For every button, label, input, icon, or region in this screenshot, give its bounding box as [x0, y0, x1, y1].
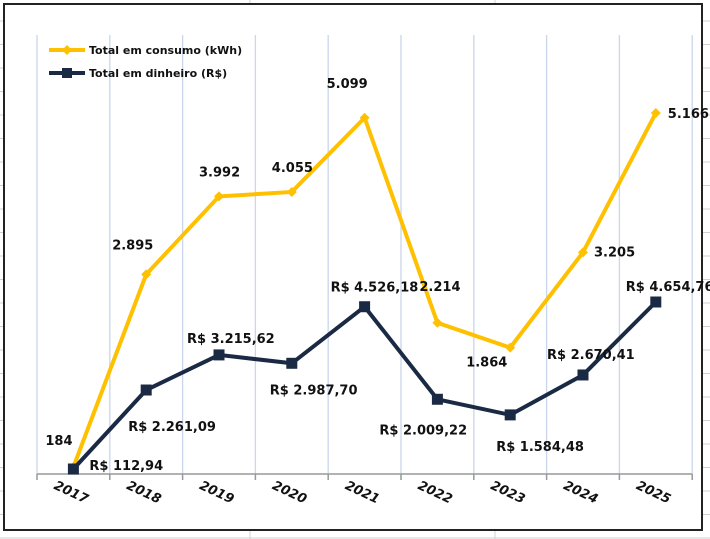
data-label-dinheiro: R$ 2.261,09 [128, 420, 216, 435]
legend-item-consumo[interactable]: Total em consumo (kWh) [49, 44, 242, 57]
x-tick-label: 2023 [488, 478, 527, 507]
data-label-consumo: 4.055 [272, 161, 313, 176]
data-label-dinheiro: R$ 4.526,18 [331, 281, 419, 296]
data-point-consumo[interactable] [650, 108, 661, 118]
data-point-dinheiro[interactable] [504, 409, 516, 421]
legend-label: Total em dinheiro (R$) [89, 67, 227, 80]
data-point-dinheiro[interactable] [213, 349, 225, 361]
data-point-consumo[interactable] [141, 269, 152, 280]
data-point-dinheiro[interactable] [650, 296, 662, 308]
data-point-dinheiro[interactable] [286, 357, 298, 369]
data-label-dinheiro: R$ 3.215,62 [187, 332, 275, 347]
chart-frame[interactable] [3, 3, 703, 531]
legend-square-marker [62, 68, 72, 78]
data-label-consumo: 184 [45, 434, 72, 449]
data-point-dinheiro[interactable] [359, 301, 371, 313]
data-point-consumo[interactable] [505, 342, 516, 353]
data-label-consumo: 5.166 [668, 107, 709, 122]
x-tick-label: 2018 [124, 478, 163, 507]
x-tick-label: 2021 [343, 478, 382, 507]
vertical-gridlines [36, 35, 693, 474]
data-label-dinheiro: R$ 4.654,76 [626, 280, 710, 295]
data-label-consumo: 2.895 [112, 238, 153, 253]
data-label-consumo: 3.205 [594, 245, 635, 260]
x-tick-label: 2022 [415, 478, 454, 507]
data-point-consumo[interactable] [286, 186, 297, 197]
data-label-dinheiro: R$ 112,94 [89, 459, 163, 474]
x-tick-label: 2019 [197, 478, 236, 507]
data-label-dinheiro: R$ 2.987,70 [270, 383, 358, 398]
x-tick-label: 2025 [634, 478, 673, 507]
data-label-dinheiro: R$ 2.009,22 [379, 423, 467, 438]
data-label-consumo: 3.992 [199, 165, 240, 180]
data-label-dinheiro: R$ 2.670,41 [547, 348, 635, 363]
x-axis [36, 473, 693, 480]
data-point-dinheiro[interactable] [577, 369, 589, 381]
data-label-consumo: 1.864 [466, 356, 507, 371]
legend-item-dinheiro[interactable]: Total em dinheiro (R$) [49, 67, 227, 80]
data-label-dinheiro: R$ 1.584,48 [496, 440, 584, 455]
data-point-consumo[interactable] [359, 112, 370, 123]
data-label-consumo: 5.099 [327, 77, 368, 92]
data-point-dinheiro[interactable] [140, 384, 152, 396]
x-tick-label: 2024 [561, 478, 600, 507]
legend-diamond-marker [62, 45, 72, 55]
data-point-consumo[interactable] [432, 317, 443, 328]
data-point-dinheiro[interactable] [431, 393, 443, 405]
legend: Total em consumo (kWh) Total em dinheiro … [49, 44, 242, 80]
x-tick-label: 2017 [51, 478, 91, 507]
legend-label: Total em consumo (kWh) [89, 44, 242, 57]
data-point-dinheiro[interactable] [67, 463, 79, 475]
data-point-consumo[interactable] [214, 191, 224, 202]
data-label-consumo: 2.214 [419, 280, 460, 295]
x-tick-label: 2020 [270, 478, 309, 507]
data-point-consumo[interactable] [578, 247, 588, 258]
